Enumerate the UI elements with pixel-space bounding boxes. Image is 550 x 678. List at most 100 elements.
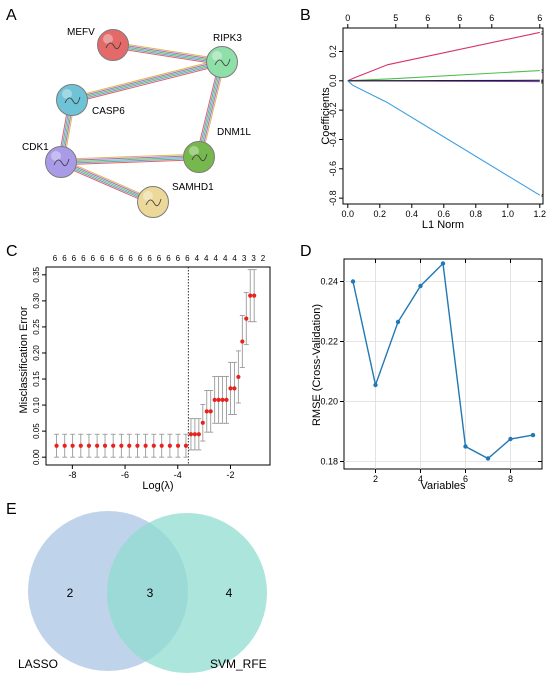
network-edge bbox=[195, 61, 220, 157]
network-edge bbox=[71, 61, 223, 101]
network-edge bbox=[197, 61, 222, 157]
network-node-label: SAMHD1 bbox=[172, 182, 214, 193]
node-highlight bbox=[143, 191, 153, 201]
cv-point bbox=[204, 409, 209, 414]
cv-point bbox=[212, 397, 217, 402]
y-tick-label: 0.18 bbox=[320, 457, 338, 467]
top-count-label: 6 bbox=[166, 254, 171, 263]
top-count-label: 4 bbox=[223, 254, 228, 263]
lasso-coefficient-chart: 0.0 0.2 0.4 0.6 0.8 1.0 1.2 -0.8 -0.6 -0.4 -0.2 0.0… bbox=[320, 13, 546, 231]
top-count-label: 6 bbox=[185, 254, 190, 263]
x-tick-label: 2 bbox=[373, 474, 378, 484]
network-edge bbox=[61, 157, 200, 164]
top-count-label: 6 bbox=[119, 254, 124, 263]
rmse-point bbox=[395, 319, 401, 325]
network-edge bbox=[61, 158, 155, 200]
top-count-label: 6 bbox=[176, 254, 181, 263]
top-tick-label: 5 bbox=[393, 13, 398, 23]
y-tick-label: 0.22 bbox=[320, 337, 338, 347]
coefficient-path bbox=[347, 80, 541, 196]
y-tick-label: 0.10 bbox=[32, 397, 41, 413]
network-edge bbox=[60, 155, 199, 162]
top-count-label: 4 bbox=[204, 254, 209, 263]
venn-count-lasso-only: 2 bbox=[67, 586, 74, 600]
network-edge bbox=[72, 62, 223, 102]
protein-structure-icon bbox=[53, 158, 70, 167]
node-highlight bbox=[51, 151, 61, 161]
y-axis-label: RMSE (Cross-Validation) bbox=[311, 304, 323, 426]
network-edge bbox=[61, 160, 154, 202]
top-count-label: 3 bbox=[242, 254, 247, 263]
venn-count-svm-only: 4 bbox=[226, 586, 233, 600]
panel-label-d: D bbox=[300, 243, 312, 260]
venn-label-lasso: LASSO bbox=[18, 657, 58, 671]
x-tick-label: 0.6 bbox=[438, 209, 451, 219]
x-tick-label: 0.4 bbox=[406, 209, 419, 219]
cv-point bbox=[220, 397, 225, 402]
path-end-label: 4 bbox=[541, 193, 544, 198]
path-end-label: 5 bbox=[541, 80, 544, 85]
top-count-label: 6 bbox=[81, 254, 86, 263]
venn-label-svm-rfe: SVM_RFE bbox=[210, 657, 267, 671]
network-edge bbox=[113, 41, 223, 60]
x-tick-label: -6 bbox=[121, 470, 129, 480]
top-count-label: 6 bbox=[100, 254, 105, 263]
network-edge bbox=[71, 58, 222, 98]
cv-point bbox=[224, 397, 229, 402]
y-tick-label: -0.6 bbox=[328, 161, 338, 177]
y-tick-label: 0.30 bbox=[32, 293, 41, 309]
network-edge bbox=[72, 64, 223, 104]
y-tick-label: -0.4 bbox=[328, 132, 338, 148]
top-count-label: 6 bbox=[91, 254, 96, 263]
top-count-label: 6 bbox=[157, 254, 162, 263]
y-tick-label: 0.15 bbox=[32, 371, 41, 387]
coefficient-path bbox=[347, 69, 540, 82]
cv-point bbox=[62, 443, 67, 448]
cv-point bbox=[175, 443, 181, 448]
cv-point bbox=[111, 443, 116, 448]
y-tick-label: 0.2 bbox=[328, 45, 338, 58]
cv-point bbox=[252, 293, 257, 298]
y-tick-label: 0.35 bbox=[32, 266, 41, 282]
y-tick-label: -0.8 bbox=[328, 190, 338, 206]
network-edge bbox=[201, 62, 226, 158]
y-tick-label: 0.25 bbox=[32, 319, 41, 335]
cv-point bbox=[135, 443, 140, 448]
x-tick-label: -4 bbox=[174, 470, 182, 480]
cv-point bbox=[86, 443, 92, 448]
protein-structure-icon bbox=[191, 153, 208, 162]
rmse-point bbox=[463, 444, 468, 449]
cv-point bbox=[196, 432, 201, 437]
top-count-label: 4 bbox=[214, 254, 219, 263]
rmse-point bbox=[373, 382, 378, 388]
top-count-label: 4 bbox=[232, 254, 237, 263]
cv-point bbox=[208, 409, 213, 414]
y-axis-label: Misclassification Error bbox=[18, 306, 30, 413]
network-node-label: CDK1 bbox=[22, 142, 49, 153]
x-tick-label: 4 bbox=[418, 474, 423, 484]
node-highlight bbox=[189, 146, 199, 156]
cv-point bbox=[54, 443, 59, 448]
protein-structure-icon bbox=[145, 198, 162, 207]
cv-point bbox=[127, 443, 132, 448]
cv-point bbox=[236, 374, 241, 380]
cv-point bbox=[192, 432, 197, 437]
cv-point bbox=[188, 432, 194, 437]
network-edge bbox=[199, 62, 224, 158]
venn-circle-svm-rfe bbox=[107, 513, 267, 673]
network-node-label: CASP6 bbox=[92, 106, 125, 117]
top-count-label: 3 bbox=[251, 254, 256, 263]
rmse-point bbox=[350, 279, 356, 284]
x-tick-label: 6 bbox=[463, 474, 468, 484]
y-tick-label: -0.2 bbox=[328, 102, 338, 118]
top-count-label: 2 bbox=[261, 254, 266, 263]
panel-label-c: C bbox=[6, 243, 18, 260]
x-tick-label: -2 bbox=[226, 470, 234, 480]
x-axis-label: Variables bbox=[420, 480, 466, 492]
y-tick-label: 0.20 bbox=[32, 345, 41, 361]
network-edge bbox=[112, 44, 223, 63]
protein-network: MEFV RIPK3 CASP6 DNM1L CDK1 SAMHD1 bbox=[22, 27, 251, 218]
network-edge bbox=[61, 159, 200, 166]
path-end-label: 2 bbox=[541, 30, 544, 35]
